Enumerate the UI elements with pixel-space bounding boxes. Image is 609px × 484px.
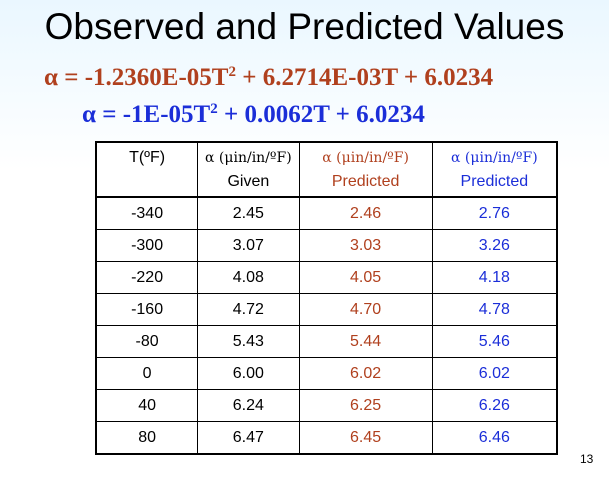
- cell-temperature: -220: [95, 261, 199, 294]
- table-row: 40 6.24 6.25 6.26: [95, 389, 558, 422]
- cell-temperature: -300: [95, 229, 199, 262]
- cell-given: 4.08: [197, 261, 300, 294]
- table-row: -340 2.45 2.46 2.76: [95, 196, 558, 230]
- cell-predicted-exact: 6.45: [298, 421, 433, 455]
- cell-temperature: 80: [95, 421, 199, 455]
- cell-predicted-exact: 6.25: [298, 389, 433, 422]
- slide-title: Observed and Predicted Values: [44, 6, 565, 47]
- cell-given: 6.47: [197, 421, 300, 455]
- equation-rhs: + 6.2714E-03T + 6.0234: [235, 64, 494, 91]
- equation-quadratic-fit-rounded: α = -1E-05T2 + 0.0062T + 6.0234: [82, 101, 425, 129]
- cell-predicted-exact: 5.44: [298, 325, 433, 358]
- cell-predicted-exact: 3.03: [298, 229, 433, 262]
- header-line-1: α (μin/in/ºF): [205, 149, 292, 166]
- cell-given: 3.07: [197, 229, 300, 262]
- cell-predicted-rounded: 4.78: [431, 293, 558, 326]
- table-row: 0 6.00 6.02 6.02: [95, 357, 558, 390]
- cell-given: 2.45: [197, 196, 300, 230]
- header-line-1: T(ºF): [129, 148, 166, 166]
- header-line-2: Predicted: [460, 172, 529, 190]
- header-line-1: α (μin/in/ºF): [322, 149, 409, 166]
- cell-temperature: -340: [95, 196, 199, 230]
- equation-exponent: 2: [210, 101, 218, 117]
- equation-rhs: + 0.0062T + 6.0234: [217, 101, 425, 128]
- table-row: 80 6.47 6.45 6.46: [95, 421, 558, 455]
- header-given: α (μin/in/ºF) Given: [197, 141, 300, 198]
- table-row: -80 5.43 5.44 5.46: [95, 325, 558, 358]
- equation-lhs: α = -1E-05T: [82, 101, 211, 128]
- table-row: -300 3.07 3.03 3.26: [95, 229, 558, 262]
- values-table: T(ºF) α (μin/in/ºF) Given α (μin/in/ºF) …: [95, 141, 558, 455]
- cell-predicted-rounded: 5.46: [431, 325, 558, 358]
- table-row: -160 4.72 4.70 4.78: [95, 293, 558, 326]
- header-predicted-exact: α (μin/in/ºF) Predicted: [298, 141, 433, 198]
- cell-given: 4.72: [197, 293, 300, 326]
- cell-temperature: -160: [95, 293, 199, 326]
- slide-number: 13: [580, 452, 594, 466]
- cell-predicted-rounded: 6.26: [431, 389, 558, 422]
- cell-given: 6.24: [197, 389, 300, 422]
- cell-temperature: -80: [95, 325, 199, 358]
- header-predicted-rounded: α (μin/in/ºF) Predicted: [431, 141, 558, 198]
- header-line-2: Given: [227, 172, 270, 190]
- equation-exponent: 2: [228, 64, 236, 80]
- cell-predicted-rounded: 6.02: [431, 357, 558, 390]
- cell-given: 6.00: [197, 357, 300, 390]
- equation-quadratic-fit-exact: α = -1.2360E-05T2 + 6.2714E-03T + 6.0234: [44, 64, 493, 92]
- header-line-2: Predicted: [331, 172, 400, 190]
- equation-lhs: α = -1.2360E-05T: [44, 64, 229, 91]
- cell-predicted-exact: 4.70: [298, 293, 433, 326]
- table-row: -220 4.08 4.05 4.18: [95, 261, 558, 294]
- cell-predicted-rounded: 3.26: [431, 229, 558, 262]
- header-temperature: T(ºF): [95, 141, 199, 198]
- cell-predicted-exact: 2.46: [298, 196, 433, 230]
- cell-predicted-exact: 6.02: [298, 357, 433, 390]
- header-line-1: α (μin/in/ºF): [451, 149, 538, 166]
- cell-temperature: 0: [95, 357, 199, 390]
- cell-predicted-rounded: 4.18: [431, 261, 558, 294]
- cell-temperature: 40: [95, 389, 199, 422]
- cell-given: 5.43: [197, 325, 300, 358]
- header-line-2: [97, 170, 197, 194]
- cell-predicted-exact: 4.05: [298, 261, 433, 294]
- cell-predicted-rounded: 2.76: [431, 196, 558, 230]
- table-header-row: T(ºF) α (μin/in/ºF) Given α (μin/in/ºF) …: [95, 141, 558, 198]
- cell-predicted-rounded: 6.46: [431, 421, 558, 455]
